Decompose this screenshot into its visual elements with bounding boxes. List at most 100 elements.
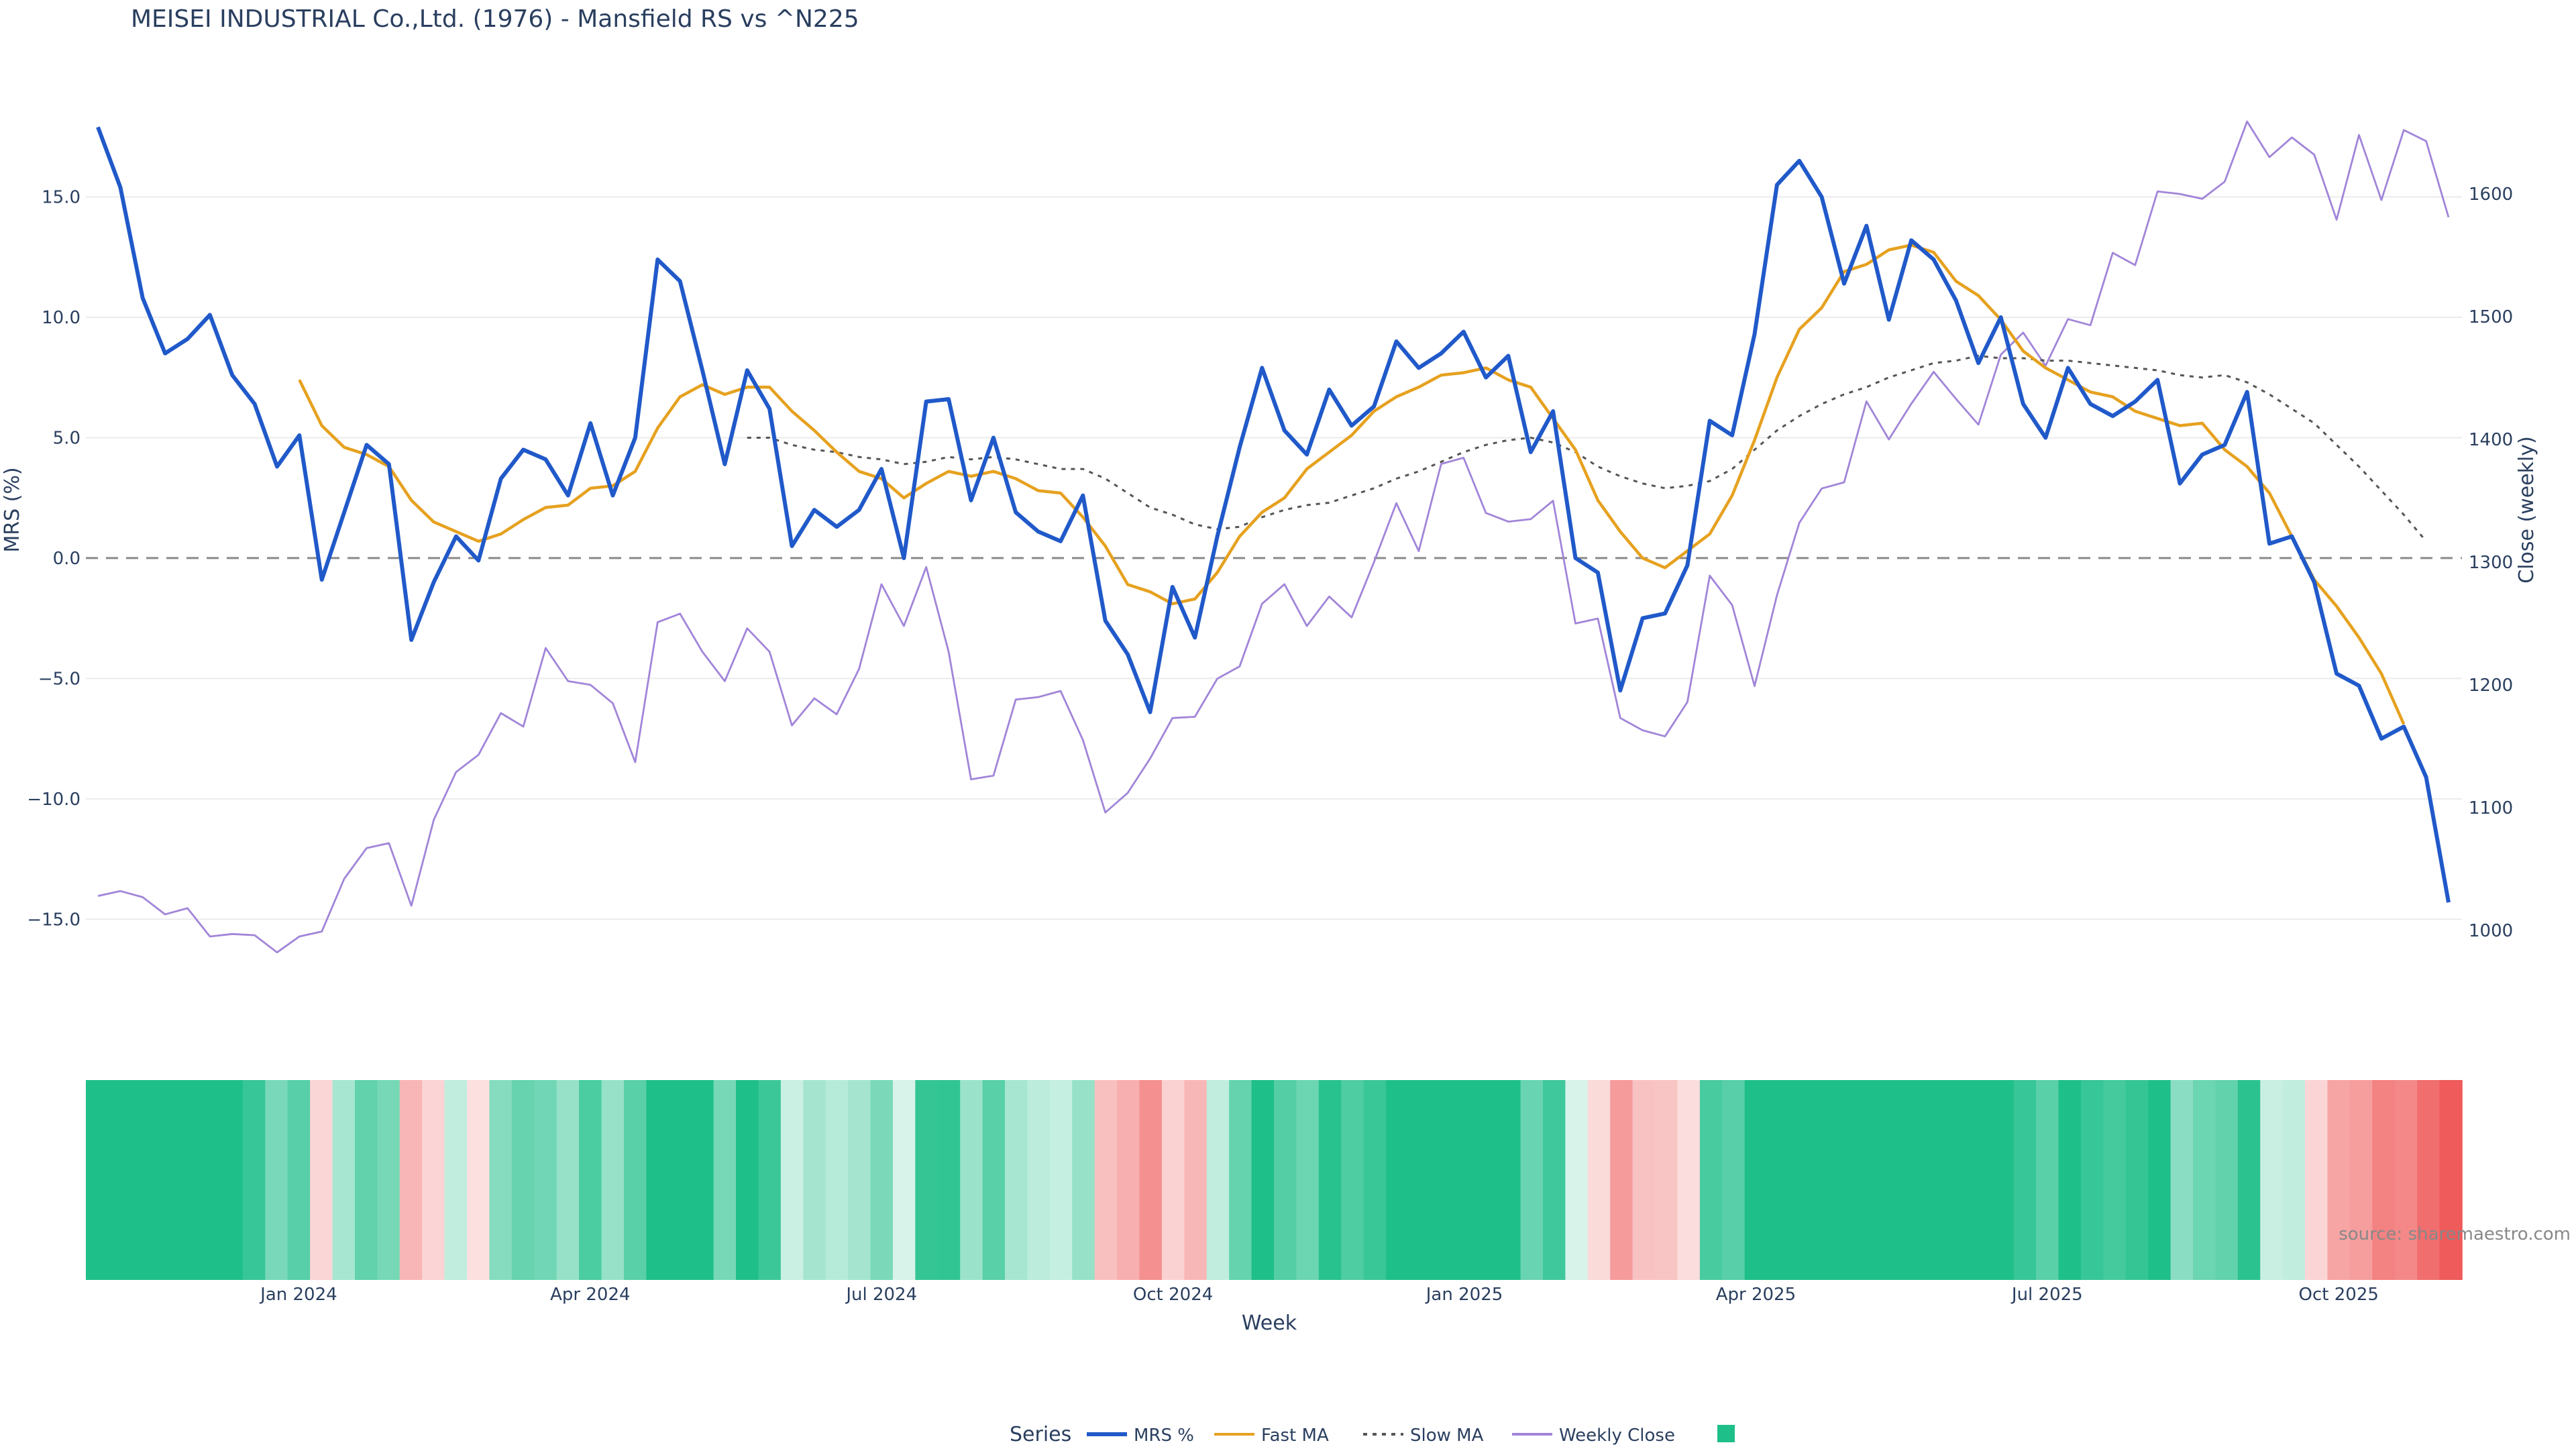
x-tick-label: Oct 2024: [1133, 1285, 1213, 1305]
x-axis-title: Week: [1242, 1311, 1297, 1335]
heatmap-cell: [1946, 1080, 1970, 1280]
heatmap-cell: [108, 1080, 131, 1280]
heatmap-cell: [1453, 1080, 1477, 1280]
heatmap-cell: [489, 1080, 513, 1280]
source-credit: source: sharemaestro.com: [2339, 1224, 2571, 1244]
x-tick-label: Apr 2024: [550, 1285, 630, 1305]
heatmap-cell: [1274, 1080, 1297, 1280]
heatmap-cell: [467, 1080, 490, 1280]
legend-heatmap-swatch: [1717, 1425, 1735, 1442]
y-axis-left-title: MRS (%): [1, 467, 24, 552]
heatmap-cell: [758, 1080, 782, 1280]
heatmap-cell: [2372, 1080, 2396, 1280]
heatmap-cell: [1856, 1080, 1880, 1280]
heatmap-cell: [2080, 1080, 2104, 1280]
left-axis-ticks: −15.0 −10.0 −5.0 0.0 5.0 10.0 15.0: [27, 188, 80, 930]
legend-title: Series: [1010, 1423, 1071, 1446]
heatmap-cell: [198, 1080, 221, 1280]
heatmap-cell: [1655, 1080, 1678, 1280]
heatmap-cell: [1811, 1080, 1835, 1280]
heatmap-cell: [220, 1080, 244, 1280]
heatmap-cell: [377, 1080, 400, 1280]
y-right-tick-label: 1100: [2469, 798, 2513, 818]
heatmap-cell: [556, 1080, 580, 1280]
heatmap-cell: [332, 1080, 356, 1280]
heatmap-cell: [1139, 1080, 1163, 1280]
heatmap-cell: [1520, 1080, 1544, 1280]
x-tick-label: Jan 2024: [259, 1285, 337, 1305]
legend: Series MRS % Fast MA Slow MA Weekly Close: [1010, 1423, 1735, 1446]
heatmap-cell: [601, 1080, 625, 1280]
heatmap-cell: [960, 1080, 983, 1280]
heatmap-cell: [2013, 1080, 2037, 1280]
heatmap-cell: [1789, 1080, 1813, 1280]
heatmap-cell: [1386, 1080, 1409, 1280]
heatmap-cell: [803, 1080, 826, 1280]
series-line-fast-ma: [298, 244, 2406, 725]
heatmap-cell: [1117, 1080, 1140, 1280]
heatmap-cell: [2125, 1080, 2149, 1280]
y-left-tick-label: 0.0: [53, 549, 80, 569]
heatmap-cell: [153, 1080, 176, 1280]
heatmap-cell: [1834, 1080, 1858, 1280]
y-left-tick-label: −5.0: [38, 669, 80, 689]
heatmap-cell: [1229, 1080, 1252, 1280]
heatmap-cell: [399, 1080, 423, 1280]
legend-item[interactable]: Weekly Close: [1512, 1426, 1675, 1446]
heatmap-cell: [579, 1080, 602, 1280]
heatmap-cell: [1610, 1080, 1633, 1280]
heatmap-cell: [1049, 1080, 1073, 1280]
y-right-tick-label: 1500: [2469, 307, 2513, 327]
heatmap-cell: [1744, 1080, 1768, 1280]
y-right-tick-label: 1200: [2469, 676, 2513, 696]
heatmap-cell: [1699, 1080, 1723, 1280]
heatmap-cell: [1565, 1080, 1589, 1280]
heatmap-cell: [1251, 1080, 1275, 1280]
heatmap-cell: [668, 1080, 692, 1280]
chart-title: MEISEI INDUSTRIAL Co.,Ltd. (1976) - Mans…: [131, 5, 859, 33]
series-line-slow-ma: [747, 354, 2427, 542]
heatmap-cell: [1968, 1080, 1992, 1280]
heatmap-cell: [982, 1080, 1006, 1280]
heatmap-cell: [1161, 1080, 1185, 1280]
y-left-tick-label: −10.0: [27, 790, 80, 810]
heatmap-cell: [2237, 1080, 2261, 1280]
series-lines: [96, 120, 2451, 954]
heatmap-cell: [623, 1080, 647, 1280]
heatmap-cell: [646, 1080, 669, 1280]
x-tick-label: Oct 2025: [2299, 1285, 2379, 1305]
heatmap-cell: [1924, 1080, 1947, 1280]
heatmap-cell: [915, 1080, 938, 1280]
heatmap-cell: [2349, 1080, 2373, 1280]
heatmap-cell: [1184, 1080, 1208, 1280]
y-left-tick-label: −15.0: [27, 910, 80, 930]
heatmap-cell: [1072, 1080, 1095, 1280]
legend-item[interactable]: Fast MA: [1214, 1426, 1329, 1446]
heatmap-cell: [2036, 1080, 2059, 1280]
right-axis-ticks: 1000 1100 1200 1300 1400 1500 1600: [2469, 184, 2513, 941]
legend-label: Slow MA: [1410, 1426, 1484, 1446]
heatmap-cell: [1005, 1080, 1028, 1280]
legend-item[interactable]: MRS %: [1087, 1426, 1194, 1446]
heatmap-cell: [937, 1080, 961, 1280]
heatmap-cell: [2103, 1080, 2127, 1280]
heatmap-cell: [1475, 1080, 1499, 1280]
mrs-heatmap-strip: [86, 1080, 2463, 1280]
heatmap-cell: [310, 1080, 333, 1280]
heatmap-cell: [265, 1080, 288, 1280]
heatmap-cell: [1430, 1080, 1454, 1280]
heatmap-cell: [1991, 1080, 2015, 1280]
y-left-tick-label: 10.0: [42, 308, 80, 328]
legend-item[interactable]: Slow MA: [1363, 1426, 1484, 1446]
heatmap-cell: [2193, 1080, 2216, 1280]
heatmap-cell: [1206, 1080, 1230, 1280]
heatmap-cell: [1587, 1080, 1611, 1280]
heatmap-cell: [892, 1080, 916, 1280]
heatmap-cell: [422, 1080, 445, 1280]
heatmap-cell: [1318, 1080, 1342, 1280]
heatmap-cell: [175, 1080, 199, 1280]
heatmap-cell: [2215, 1080, 2239, 1280]
heatmap-cell: [713, 1080, 737, 1280]
heatmap-cell: [130, 1080, 154, 1280]
